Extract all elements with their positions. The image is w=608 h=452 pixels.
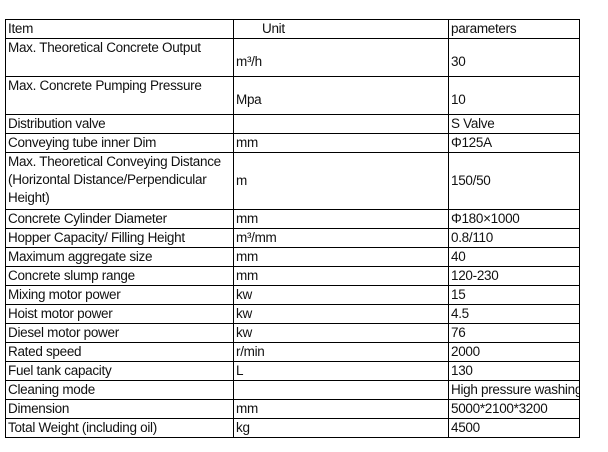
unit-cell: kw xyxy=(233,304,449,324)
parameter-cell: 0.8/110 xyxy=(448,228,580,248)
item-cell: Concrete slump range xyxy=(5,266,234,286)
table-row: Max. Theoretical Concrete Output m³/h 30 xyxy=(5,38,580,77)
unit-cell: mm xyxy=(233,247,449,267)
parameter-cell: 4.5 xyxy=(448,304,580,324)
unit-cell: Mpa xyxy=(233,76,449,115)
unit-cell: mm xyxy=(233,209,449,229)
item-cell: Max. Theoretical Conveying Distance (Hor… xyxy=(5,152,234,210)
unit-cell: kw xyxy=(233,323,449,343)
table-row: Conveying tube inner Dim mm Φ125A xyxy=(5,133,580,153)
item-cell: Dimension xyxy=(5,399,234,419)
parameter-cell: 130 xyxy=(448,361,580,381)
item-cell: Conveying tube inner Dim xyxy=(5,133,234,153)
table-row: Total Weight (including oil) kg 4500 xyxy=(5,418,580,438)
unit-cell: r/min xyxy=(233,342,449,362)
table-row: Rated speed r/min 2000 xyxy=(5,342,580,362)
header-row: Item Unit parameters xyxy=(5,19,580,39)
table-row: Mixing motor power kw 15 xyxy=(5,285,580,305)
item-cell: Fuel tank capacity xyxy=(5,361,234,381)
item-cell: Cleaning mode xyxy=(5,380,234,400)
parameter-cell: 4500 xyxy=(448,418,580,438)
table-row: Max. Theoretical Conveying Distance (Hor… xyxy=(5,152,580,210)
unit-cell: m xyxy=(233,152,449,210)
unit-cell xyxy=(233,114,449,134)
item-cell: Hopper Capacity/ Filling Height xyxy=(5,228,234,248)
parameter-cell: 76 xyxy=(448,323,580,343)
parameter-cell: 2000 xyxy=(448,342,580,362)
table-row: Diesel motor power kw 76 xyxy=(5,323,580,343)
header-item: Item xyxy=(5,19,234,39)
table-row: Concrete slump range mm 120-230 xyxy=(5,266,580,286)
unit-cell: kw xyxy=(233,285,449,305)
parameter-cell: 120-230 xyxy=(448,266,580,286)
unit-cell: m³/mm xyxy=(233,228,449,248)
unit-cell: L xyxy=(233,361,449,381)
unit-cell: mm xyxy=(233,399,449,419)
item-cell: Concrete Cylinder Diameter xyxy=(5,209,234,229)
parameter-cell: 150/50 xyxy=(448,152,580,210)
item-cell: Maximum aggregate size xyxy=(5,247,234,267)
unit-cell xyxy=(233,380,449,400)
unit-cell: mm xyxy=(233,266,449,286)
item-cell: Mixing motor power xyxy=(5,285,234,305)
item-cell: Rated speed xyxy=(5,342,234,362)
unit-cell: m³/h xyxy=(233,38,449,77)
item-cell: Diesel motor power xyxy=(5,323,234,343)
parameter-cell: S Valve xyxy=(448,114,580,134)
unit-cell: mm xyxy=(233,133,449,153)
parameter-cell: Φ125A xyxy=(448,133,580,153)
specifications-table: Item Unit parameters Max. Theoretical Co… xyxy=(5,19,580,438)
table-row: Hopper Capacity/ Filling Height m³/mm 0.8/… xyxy=(5,228,580,248)
header-parameters: parameters xyxy=(448,19,580,39)
table-row: Concrete Cylinder Diameter mm Φ180×1000 xyxy=(5,209,580,229)
item-cell: Hoist motor power xyxy=(5,304,234,324)
item-cell: Max. Theoretical Concrete Output xyxy=(5,38,234,77)
table-row: Distribution valve S Valve xyxy=(5,114,580,134)
parameter-cell: 40 xyxy=(448,247,580,267)
header-unit: Unit xyxy=(233,19,449,39)
parameter-cell: 10 xyxy=(448,76,580,115)
parameter-cell: Φ180×1000 xyxy=(448,209,580,229)
table-row: Fuel tank capacity L 130 xyxy=(5,361,580,381)
table-row: Cleaning mode High pressure washing xyxy=(5,380,580,400)
parameter-cell: 5000*2100*3200 xyxy=(448,399,580,419)
unit-cell: kg xyxy=(233,418,449,438)
table-row: Dimension mm 5000*2100*3200 xyxy=(5,399,580,419)
parameter-cell: High pressure washing xyxy=(448,380,580,400)
item-cell: Total Weight (including oil) xyxy=(5,418,234,438)
table-row: Maximum aggregate size mm 40 xyxy=(5,247,580,267)
item-cell: Distribution valve xyxy=(5,114,234,134)
table-row: Max. Concrete Pumping Pressure Mpa 10 xyxy=(5,76,580,115)
item-cell: Max. Concrete Pumping Pressure xyxy=(5,76,234,115)
parameter-cell: 15 xyxy=(448,285,580,305)
table-row: Hoist motor power kw 4.5 xyxy=(5,304,580,324)
parameter-cell: 30 xyxy=(448,38,580,77)
